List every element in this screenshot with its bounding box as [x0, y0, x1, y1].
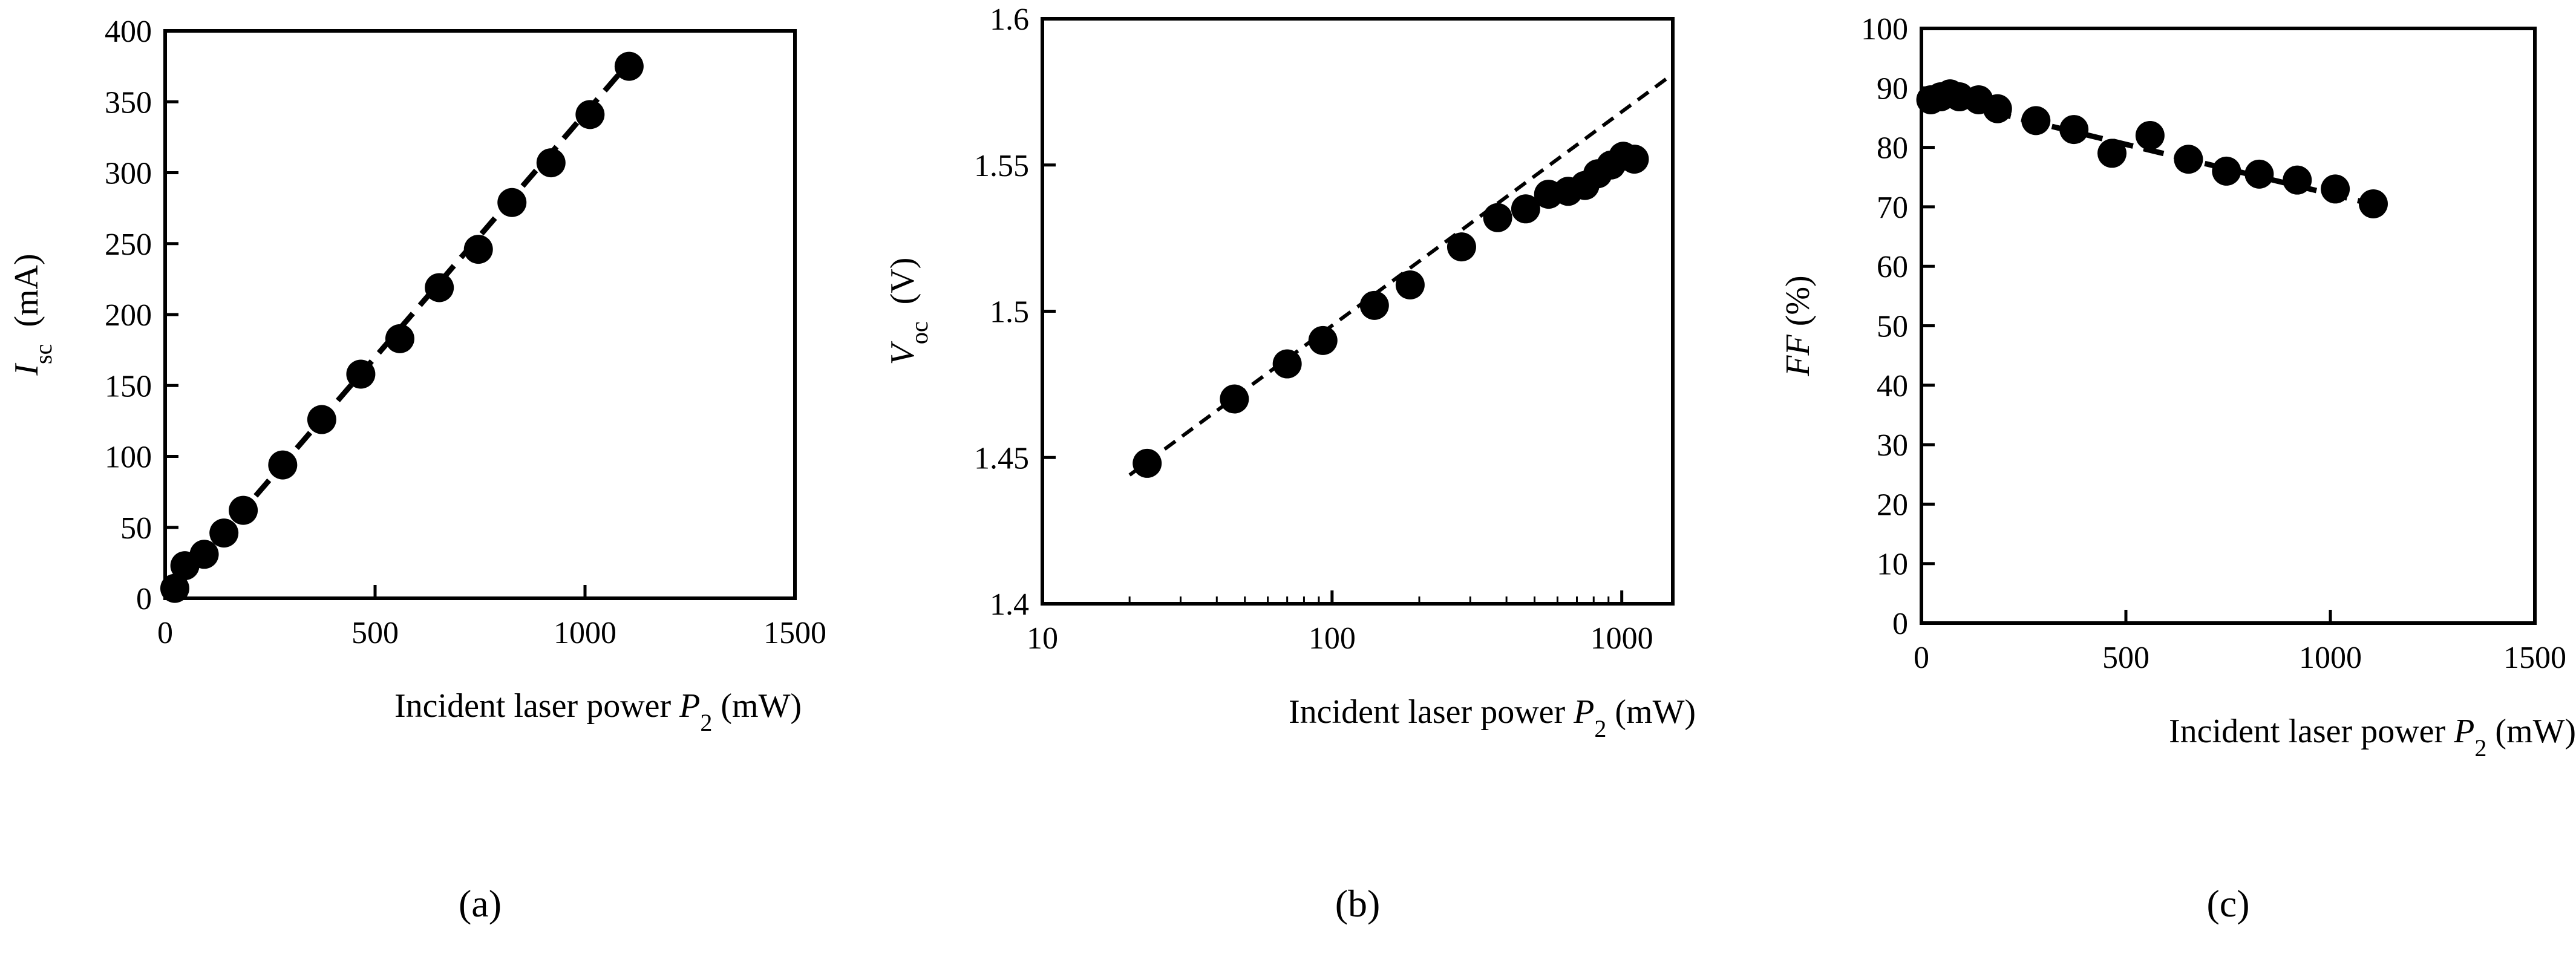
- y-axis-label: Voc (V): [884, 258, 933, 365]
- data-point: [346, 359, 376, 389]
- data-point: [1983, 94, 2012, 123]
- chart-panel-1: 0 50 100 150 200 250 300 350 400 0 500 1000 1500 Inci…: [8, 15, 826, 925]
- data-point: [2021, 106, 2051, 136]
- data-point: [2358, 189, 2388, 218]
- data-point: [307, 405, 336, 434]
- x-tick-label: 0: [157, 616, 173, 650]
- plot-frame: [1920, 27, 2537, 625]
- data-point: [1272, 349, 1302, 379]
- data-point: [2059, 115, 2089, 145]
- x-tick-label: 1000: [2299, 641, 2362, 675]
- x-tick-label: 500: [351, 616, 399, 650]
- panel-label: (a): [459, 882, 502, 925]
- x-tick-label: 100: [1309, 621, 1356, 656]
- x-axis-label: Incident laser power P2 (mW): [2169, 713, 2576, 762]
- x-tick-label: 1500: [2503, 641, 2566, 675]
- data-point: [463, 235, 493, 264]
- data-point: [2321, 174, 2350, 204]
- data-point: [2174, 145, 2203, 174]
- y-axis-label: FF (%): [1779, 275, 1817, 376]
- y-tick-label: 30: [1877, 428, 1908, 463]
- x-tick-label: 10: [1027, 621, 1058, 656]
- x-tick-label: 1000: [554, 616, 616, 650]
- data-point: [497, 188, 527, 217]
- data-point: [2135, 120, 2165, 150]
- x-axis-label: Incident laser power P2 (mW): [394, 687, 802, 736]
- y-tick-label: 1.5: [990, 295, 1029, 330]
- data-point: [1620, 145, 1649, 174]
- y-tick-label: 400: [105, 15, 152, 49]
- x-tick-label: 0: [1914, 641, 1929, 675]
- data-point: [2212, 156, 2241, 186]
- data-point: [2283, 165, 2312, 195]
- data-point: [1308, 325, 1338, 355]
- data-point: [385, 324, 414, 353]
- data-point: [2097, 139, 2127, 168]
- data-point: [1395, 270, 1425, 299]
- data-point: [268, 450, 298, 480]
- y-tick-label: 1.55: [974, 149, 1029, 183]
- data-point: [425, 273, 454, 302]
- y-tick-label: 300: [105, 157, 152, 191]
- panel-label: (b): [1335, 882, 1381, 925]
- y-tick-label: 20: [1877, 488, 1908, 522]
- y-tick-label: 80: [1877, 131, 1908, 166]
- y-tick-label: 150: [105, 369, 152, 403]
- y-tick-label: 1.4: [990, 587, 1029, 622]
- y-tick-label: 1.6: [990, 2, 1029, 37]
- x-tick-label: 1000: [1590, 621, 1653, 656]
- data-point: [1447, 232, 1476, 262]
- y-tick-label: 0: [136, 582, 152, 616]
- x-axis-label: Incident laser power P2 (mW): [1289, 693, 1696, 742]
- y-axis-label: Isc (mA): [8, 253, 57, 376]
- data-point: [229, 495, 258, 525]
- y-tick-label: 0: [1892, 607, 1908, 641]
- x-tick-label: 500: [2102, 641, 2149, 675]
- data-point: [536, 148, 566, 178]
- data-point: [1359, 290, 1389, 320]
- data-point: [189, 540, 219, 569]
- y-tick-label: 50: [120, 511, 152, 546]
- plot-frame: [163, 29, 797, 600]
- plot-frame: [1041, 17, 1675, 606]
- y-tick-label: 60: [1877, 250, 1908, 284]
- data-point: [1483, 203, 1512, 232]
- data-point: [1511, 194, 1540, 224]
- data-point: [575, 100, 605, 129]
- y-tick-label: 40: [1877, 369, 1908, 403]
- y-tick-label: 250: [105, 227, 152, 262]
- y-tick-label: 100: [1861, 12, 1908, 47]
- y-tick-label: 50: [1877, 310, 1908, 344]
- y-tick-label: 200: [105, 298, 152, 333]
- data-point: [2244, 159, 2274, 189]
- x-tick-label: 1500: [763, 616, 826, 650]
- data-point: [209, 518, 239, 548]
- data-point: [1220, 384, 1249, 414]
- y-tick-label: 90: [1877, 71, 1908, 106]
- y-tick-label: 1.45: [974, 441, 1029, 475]
- y-tick-label: 70: [1877, 191, 1908, 225]
- data-point: [1133, 448, 1162, 478]
- panel-label: (c): [2206, 882, 2249, 925]
- data-point: [614, 51, 644, 81]
- y-tick-label: 350: [105, 85, 152, 120]
- chart-panel-2: 1.4 1.45 1.5 1.55 1.6 10 100 1000 Incident laser…: [884, 2, 1696, 925]
- data-point: [160, 573, 189, 603]
- y-tick-label: 100: [105, 440, 152, 475]
- y-tick-label: 10: [1877, 547, 1908, 582]
